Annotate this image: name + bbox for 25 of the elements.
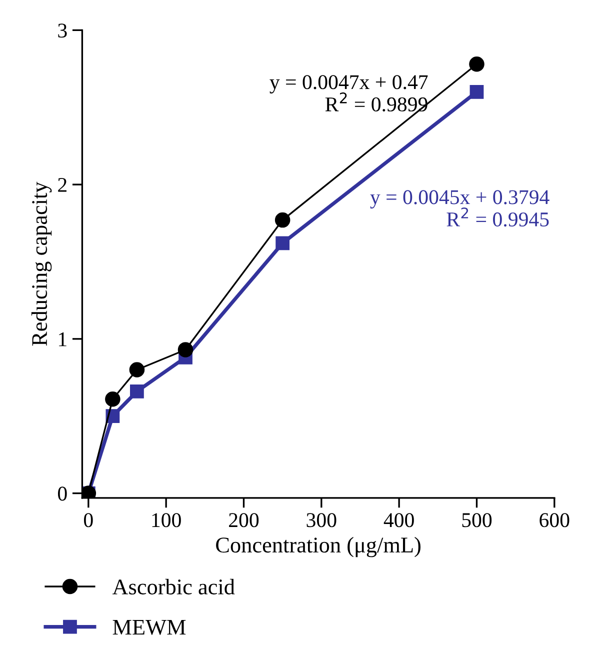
- y-tick-label: 2: [58, 178, 66, 192]
- x-tick-label: 600: [540, 513, 570, 528]
- point: [470, 84, 484, 99]
- x-tick-label: 0: [84, 513, 93, 528]
- annotation: y = 0.0045x + 0.3794 R$^{2}$ = 0.9945: [370, 190, 550, 227]
- y-tick-label: 3: [58, 24, 67, 38]
- point: [274, 212, 290, 228]
- point: [276, 236, 290, 250]
- point: [469, 56, 484, 72]
- point: [130, 384, 144, 398]
- x-axis-title: Concentration (μg/mL): [216, 536, 420, 558]
- y-tick-label: 1: [59, 332, 66, 346]
- point: [178, 342, 194, 358]
- x-tick-label: 500: [462, 513, 492, 528]
- x-tick-label: 400: [384, 513, 414, 528]
- legend-label: MEWM: [112, 620, 186, 635]
- legend-label: Ascorbic acid: [112, 578, 235, 594]
- point: [129, 362, 145, 378]
- x-tick-label: 300: [306, 513, 336, 528]
- y-tick-label: 0: [58, 486, 67, 501]
- x-tick-label: 200: [229, 513, 259, 528]
- annotation: y = 0.0047x + 0.47 R$^{2}$ = 0.9899: [270, 75, 428, 112]
- x-tick-label: 100: [152, 513, 181, 528]
- point: [105, 391, 120, 407]
- y-axis-title: Reducing capacity: [31, 182, 52, 346]
